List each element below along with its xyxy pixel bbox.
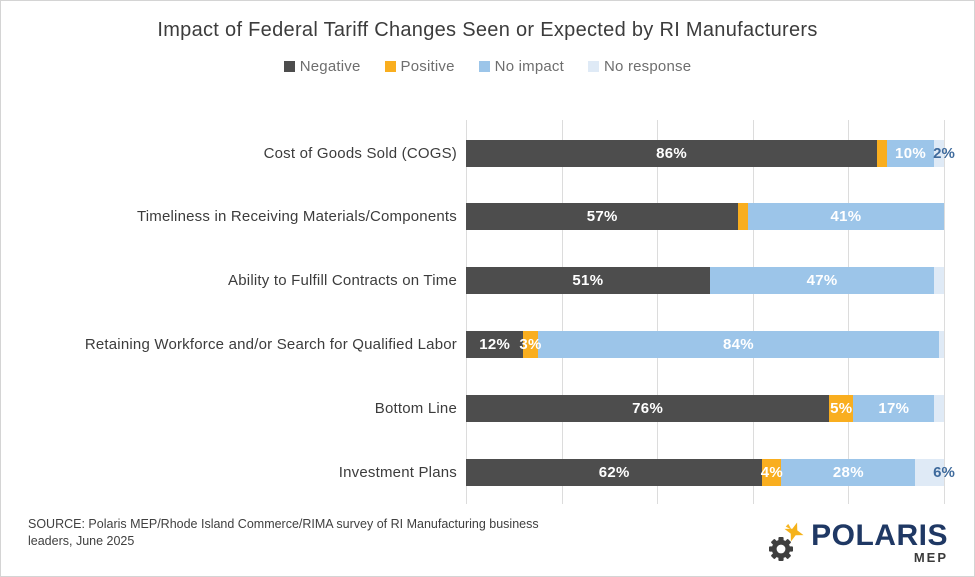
- stacked-bar: 57% 41%: [466, 203, 944, 230]
- chart-row: Bottom Line 76% 5% 17%: [1, 395, 974, 422]
- segment-no_impact: 17%: [853, 395, 935, 422]
- stacked-bar: 62% 4% 28% 6%: [466, 459, 955, 486]
- gridline-0: [466, 120, 467, 504]
- star-icon: [784, 522, 804, 542]
- segment-negative: 62%: [466, 459, 763, 486]
- chart-row: Investment Plans 62% 4% 28% 6%: [1, 459, 974, 486]
- segment-value-label: 86%: [656, 145, 687, 162]
- segment-value-label: 41%: [830, 208, 862, 225]
- polaris-logo-icon: [769, 522, 804, 561]
- segment-value-label: 84%: [722, 336, 754, 353]
- segment-no_response: [934, 395, 944, 422]
- segment-positive: 4%: [760, 459, 784, 486]
- legend-item-label: Negative: [299, 58, 361, 75]
- category-label: Investment Plans: [338, 464, 457, 481]
- gridline-100: [944, 120, 945, 504]
- category-label: Bottom Line: [374, 400, 457, 417]
- segment-value-label: 12%: [479, 336, 511, 353]
- source-note-line1: SOURCE: Polaris MEP/Rhode Island Commerc…: [28, 517, 539, 531]
- legend-swatch-positive-icon: [384, 61, 396, 72]
- segment-value-label: 47%: [806, 272, 838, 289]
- segment-value-label: 3%: [519, 336, 542, 353]
- segment-value-label: 57%: [586, 208, 618, 225]
- category-label: Retaining Workforce and/or Search for Qu…: [84, 336, 457, 353]
- segment-negative: 57%: [466, 203, 739, 230]
- segment-value-label: 5%: [830, 400, 853, 417]
- category-label: Cost of Goods Sold (COGS): [263, 145, 457, 162]
- legend-item-label: No response: [604, 58, 692, 75]
- segment-value-label: 76%: [632, 400, 664, 417]
- chart-row: Cost of Goods Sold (COGS) 86% 10% 2%: [1, 140, 974, 167]
- segment-no_response: [915, 459, 944, 486]
- segment-positive: 5%: [829, 395, 854, 422]
- chart-row: Ability to Fulfill Contracts on Time 51% 4…: [1, 267, 974, 294]
- segment-no_impact: 84%: [537, 331, 940, 358]
- polaris-mep-logo: POLARIS MEP: [767, 521, 948, 565]
- chart-row: Retaining Workforce and/or Search for Qu…: [1, 331, 974, 358]
- segment-negative: 12%: [466, 331, 524, 358]
- stacked-bar: 86% 10% 2%: [466, 140, 955, 167]
- segment-no_impact: 10%: [886, 140, 935, 167]
- source-note-line2: leaders, June 2025: [28, 534, 135, 548]
- segment-positive: [877, 140, 887, 167]
- legend: Negative Positive No impact No response: [1, 58, 974, 75]
- segment-no_response: [934, 140, 944, 167]
- category-label: Ability to Fulfill Contracts on Time: [228, 272, 457, 289]
- legend-swatch-no_response-icon: [588, 61, 599, 72]
- segment-negative: 76%: [466, 395, 830, 422]
- segment-value-label: 17%: [878, 400, 910, 417]
- chart-title: Impact of Federal Tariff Changes Seen or…: [157, 19, 818, 41]
- segment-negative: 51%: [466, 267, 710, 294]
- legend-swatch-negative-icon: [283, 61, 295, 72]
- stacked-bar: 76% 5% 17%: [466, 395, 944, 422]
- legend-swatch-no_impact-icon: [478, 61, 490, 72]
- segment-value-label: 28%: [832, 464, 864, 481]
- outside-value-label: 6%: [933, 464, 955, 481]
- segment-negative: 86%: [466, 140, 878, 167]
- segment-positive: [738, 203, 748, 230]
- legend-item-label: Positive: [400, 58, 455, 75]
- segment-no_response: [934, 267, 944, 294]
- gear-icon: [769, 537, 794, 561]
- category-label: Timeliness in Receiving Materials/Compon…: [136, 208, 457, 225]
- segment-no_impact: 41%: [748, 203, 944, 230]
- legend-item-negative: Negative: [283, 58, 361, 75]
- segment-no_impact: 28%: [781, 459, 916, 486]
- source-note: SOURCE: Polaris MEP/Rhode Island Commerc…: [28, 516, 539, 550]
- legend-item-positive: Positive: [384, 58, 455, 75]
- segment-positive: 3%: [519, 331, 541, 358]
- legend-item-label: No impact: [494, 58, 564, 75]
- outside-value-label: 2%: [933, 145, 955, 162]
- segment-value-label: 4%: [760, 464, 784, 481]
- segment-no_response: [939, 331, 944, 358]
- gridline-40: [657, 120, 659, 504]
- chart-row: Timeliness in Receiving Materials/Compon…: [1, 203, 974, 230]
- legend-item-no_response: No response: [588, 58, 691, 75]
- stacked-bar: 12% 3% 84%: [466, 331, 944, 358]
- stacked-bar: 51% 47%: [466, 267, 944, 294]
- logo-name: POLARIS: [811, 519, 948, 552]
- gridline-20: [561, 120, 563, 504]
- logo-sub: MEP: [913, 550, 948, 565]
- segment-value-label: 51%: [572, 272, 604, 289]
- segment-no_impact: 47%: [709, 267, 935, 294]
- legend-item-no_impact: No impact: [478, 58, 564, 75]
- gridline-80: [848, 120, 850, 504]
- gridline-60: [752, 120, 754, 504]
- segment-value-label: 10%: [895, 145, 926, 162]
- segment-value-label: 62%: [598, 464, 630, 481]
